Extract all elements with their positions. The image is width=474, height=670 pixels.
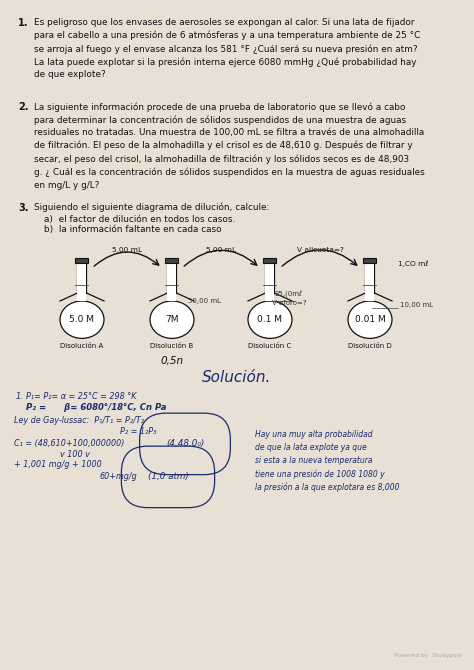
Text: 0,5n: 0,5n	[160, 356, 183, 366]
Ellipse shape	[248, 301, 292, 338]
Ellipse shape	[60, 301, 104, 338]
Text: 0.01 M: 0.01 M	[355, 315, 385, 324]
Ellipse shape	[348, 301, 392, 338]
Text: 25,(0mℓ: 25,(0mℓ	[275, 291, 303, 298]
Bar	[265, 263, 274, 301]
Bar	[165, 258, 179, 263]
Text: Disolución B: Disolución B	[150, 344, 193, 349]
Text: La siguiente información procede de una prueba de laboratorio que se llevó a cab: La siguiente información procede de una …	[34, 102, 425, 190]
Text: (1,0 atm): (1,0 atm)	[147, 472, 188, 482]
Text: 50,00 mL: 50,00 mL	[188, 298, 221, 304]
Bar	[78, 263, 86, 301]
Text: b)  la información faltante en cada caso: b) la información faltante en cada caso	[44, 225, 222, 234]
Text: P₁= P₂= α = 25°C = 298 °K: P₁= P₂= α = 25°C = 298 °K	[26, 393, 137, 401]
Bar	[365, 263, 374, 301]
Text: C₁ = (48,610+100,000000): C₁ = (48,610+100,000000)	[14, 440, 124, 448]
Text: V aforo=?: V aforo=?	[272, 300, 307, 306]
Text: Disolución C: Disolución C	[248, 344, 292, 349]
Ellipse shape	[150, 301, 194, 338]
Text: 5,00 mL: 5,00 mL	[112, 247, 142, 253]
Text: V alicuota=?: V alicuota=?	[297, 247, 344, 253]
Text: Powered by  Studypool: Powered by Studypool	[394, 653, 462, 658]
Text: 3.: 3.	[18, 203, 28, 213]
Text: P₂ = 1₂P₃: P₂ = 1₂P₃	[120, 427, 156, 436]
Bar	[264, 258, 276, 263]
Text: 2.: 2.	[18, 102, 28, 112]
Text: Disolución D: Disolución D	[348, 344, 392, 349]
Text: Hay una muy alta probabilidad
de que la lata explote ya que
si esta a la nueva t: Hay una muy alta probabilidad de que la …	[255, 430, 400, 492]
Text: 1,CO mℓ: 1,CO mℓ	[398, 260, 428, 267]
Text: 7M: 7M	[165, 315, 179, 324]
Text: Disolución A: Disolución A	[60, 344, 104, 349]
Bar	[75, 258, 89, 263]
Text: 5,00 mL: 5,00 mL	[206, 247, 236, 253]
Text: 10,00 mL: 10,00 mL	[400, 302, 433, 308]
Text: 0.1 M: 0.1 M	[257, 315, 283, 324]
Text: Es peligroso que los envases de aerosoles se expongan al calor. Si una lata de f: Es peligroso que los envases de aerosole…	[34, 18, 420, 79]
Text: a)  el factor de dilución en todos los casos.: a) el factor de dilución en todos los ca…	[44, 215, 235, 224]
Text: Siguiendo el siguiente diagrama de dilución, calcule:: Siguiendo el siguiente diagrama de diluc…	[34, 203, 269, 212]
Text: Solución.: Solución.	[202, 371, 272, 385]
Bar	[167, 263, 176, 301]
Text: (4,48,0₀): (4,48,0₀)	[166, 440, 204, 448]
Text: 5.0 M: 5.0 M	[70, 315, 94, 324]
Bar	[364, 258, 376, 263]
Text: 1.: 1.	[16, 393, 24, 401]
Text: P₂ =      β= 6080°/18°C, Cn Pa: P₂ = β= 6080°/18°C, Cn Pa	[26, 403, 166, 413]
Text: + 1,001 mg/g + 1000: + 1,001 mg/g + 1000	[14, 460, 102, 470]
Text: 60+mg/g: 60+mg/g	[100, 472, 138, 482]
Text: v 100 v: v 100 v	[60, 450, 90, 460]
Text: 1.: 1.	[18, 18, 28, 28]
Text: Ley de Gay-lussac:  P₁/T₁ = P₂/T₂: Ley de Gay-lussac: P₁/T₁ = P₂/T₂	[14, 416, 144, 425]
